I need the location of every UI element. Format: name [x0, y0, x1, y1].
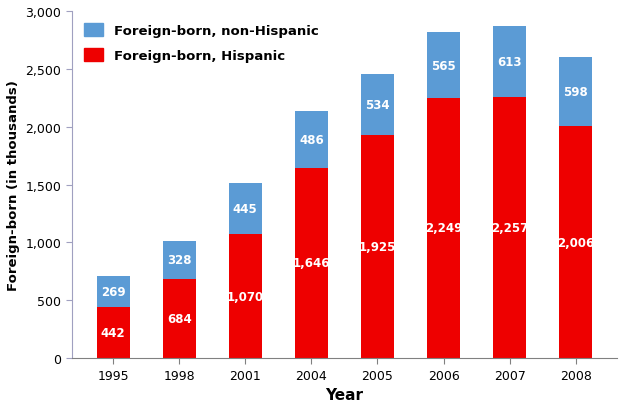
Bar: [493, 98, 526, 358]
Bar: [295, 112, 328, 168]
Text: 1,646: 1,646: [293, 257, 330, 270]
Bar: [163, 279, 196, 358]
Legend: Foreign-born, non-Hispanic, Foreign-born, Hispanic: Foreign-born, non-Hispanic, Foreign-born…: [79, 18, 324, 68]
Text: 613: 613: [497, 56, 522, 69]
X-axis label: Year: Year: [326, 387, 363, 402]
Bar: [163, 241, 196, 279]
Text: 1,070: 1,070: [227, 290, 264, 303]
Bar: [229, 235, 262, 358]
Y-axis label: Foreign-born (in thousands): Foreign-born (in thousands): [7, 80, 20, 290]
Bar: [295, 168, 328, 358]
Bar: [427, 34, 460, 99]
Text: 565: 565: [431, 60, 456, 72]
Bar: [97, 276, 130, 307]
Text: 442: 442: [101, 326, 125, 339]
Text: 445: 445: [233, 202, 258, 216]
Text: 598: 598: [563, 85, 588, 99]
Text: 1,925: 1,925: [359, 240, 396, 254]
Bar: [97, 307, 130, 358]
Bar: [427, 99, 460, 358]
Bar: [229, 183, 262, 235]
Text: 269: 269: [101, 285, 125, 298]
Bar: [493, 27, 526, 98]
Text: 2,257: 2,257: [491, 221, 529, 234]
Text: 2,006: 2,006: [557, 236, 595, 249]
Text: 2,249: 2,249: [425, 222, 462, 235]
Bar: [361, 74, 394, 136]
Bar: [361, 136, 394, 358]
Text: 684: 684: [167, 312, 192, 325]
Text: 486: 486: [299, 134, 324, 147]
Text: 534: 534: [365, 99, 390, 112]
Text: 328: 328: [167, 254, 192, 267]
Bar: [559, 127, 592, 358]
Bar: [559, 58, 592, 127]
